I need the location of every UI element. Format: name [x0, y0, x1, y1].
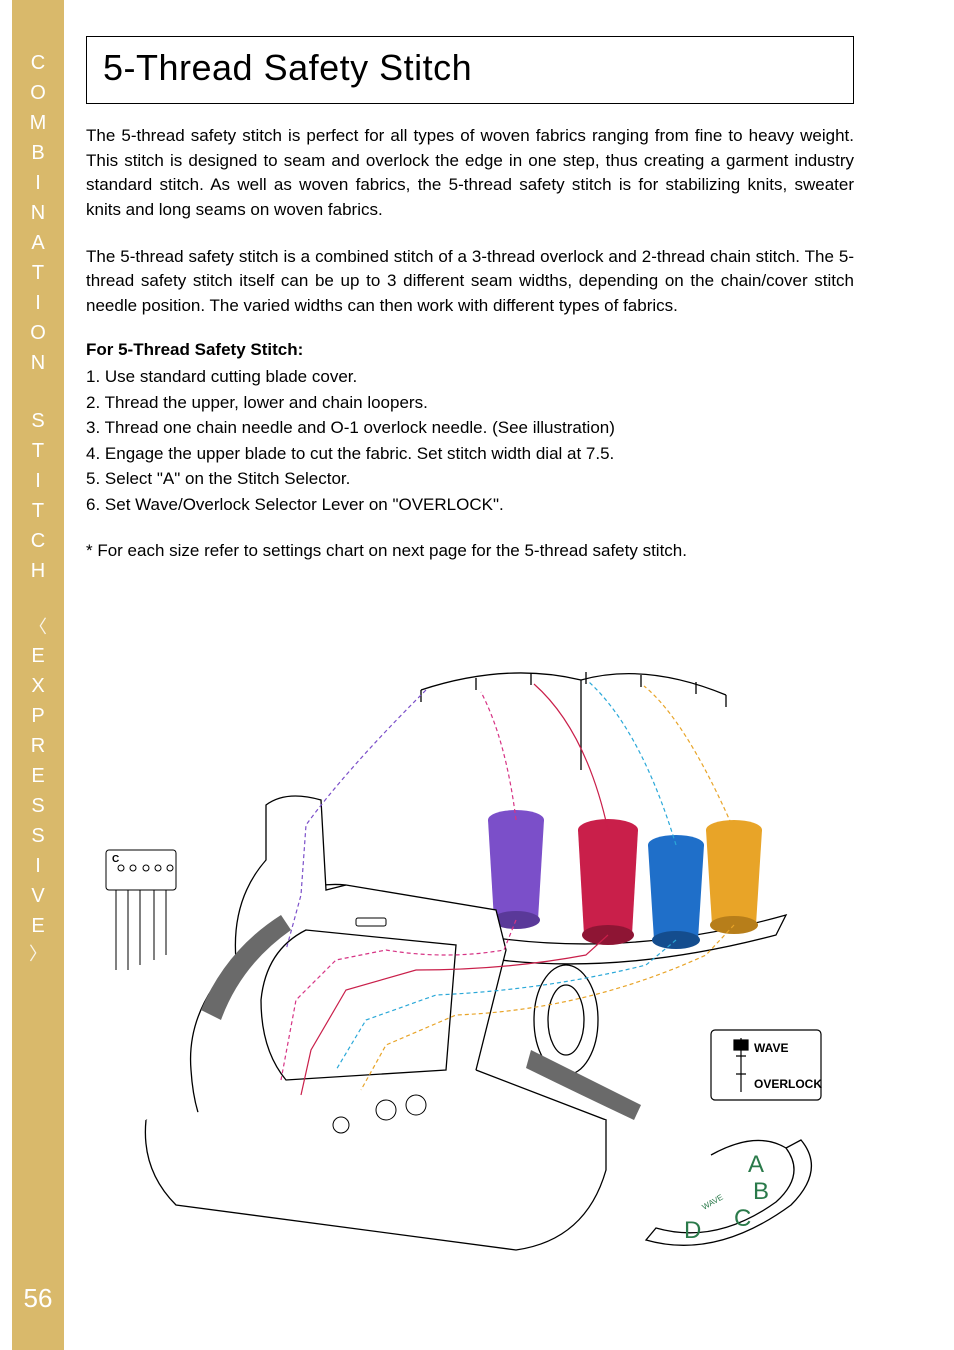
sidebar-letter: H [31, 556, 45, 586]
sidebar-letter: N [31, 348, 45, 378]
spool-orange [706, 820, 762, 934]
sidebar-letter: C [31, 526, 45, 556]
sidebar-letter: I [35, 168, 41, 198]
label-wave: WAVE [754, 1041, 788, 1055]
sidebar-letter: M [30, 108, 47, 138]
instruction-step: 2. Thread the upper, lower and chain loo… [86, 390, 854, 416]
chevron-open-icon: 〈 [29, 614, 47, 641]
dial-letter-d: D [684, 1217, 701, 1244]
sidebar-letter: O [30, 78, 46, 108]
sidebar-letter: A [31, 228, 44, 258]
needle-label-c: C [112, 854, 119, 865]
sidebar-letter: I [35, 851, 41, 881]
sidebar-letter: E [31, 911, 44, 941]
instruction-step: 3. Thread one chain needle and O-1 overl… [86, 415, 854, 441]
instruction-step: 6. Set Wave/Overlock Selector Lever on "… [86, 492, 854, 518]
chevron-close-icon: 〉 [29, 941, 47, 968]
sidebar-tab: C O M B I N A T I O N S T I T C H 〈 E X … [12, 0, 64, 1350]
sidebar-letter: I [35, 288, 41, 318]
sidebar-letter: R [31, 731, 45, 761]
instructions-list: 1. Use standard cutting blade cover. 2. … [86, 364, 854, 517]
sidebar-letter: V [31, 881, 44, 911]
spool-red [578, 819, 638, 945]
label-overlock: OVERLOCK [754, 1077, 822, 1091]
sidebar-letter: P [31, 701, 44, 731]
sidebar-letter: B [31, 138, 44, 168]
instruction-step: 5. Select "A" on the Stitch Selector. [86, 466, 854, 492]
intro-paragraph-2: The 5-thread safety stitch is a combined… [86, 245, 854, 319]
page-title: 5-Thread Safety Stitch [103, 47, 837, 89]
sidebar-letter: E [31, 641, 44, 671]
footnote: * For each size refer to settings chart … [86, 539, 854, 564]
title-box: 5-Thread Safety Stitch [86, 36, 854, 104]
sidebar-letter: O [30, 318, 46, 348]
sidebar-letter: N [31, 198, 45, 228]
page-number: 56 [12, 1283, 64, 1314]
threading-diagram: C WAVE OVERLOCK A B C D WAVE [86, 650, 856, 1290]
spool-blue [648, 835, 704, 949]
instructions-heading: For 5-Thread Safety Stitch: [86, 340, 854, 360]
instruction-step: 1. Use standard cutting blade cover. [86, 364, 854, 390]
sidebar-letter: S [31, 821, 44, 851]
sidebar-letter: S [31, 406, 44, 436]
sidebar-letter: T [32, 258, 44, 288]
sidebar-letter: S [31, 791, 44, 821]
sidebar-letter: X [31, 671, 44, 701]
page-content: 5-Thread Safety Stitch The 5-thread safe… [86, 36, 854, 564]
sidebar-letter: T [32, 496, 44, 526]
sidebar-letter: T [32, 436, 44, 466]
sidebar-letter: C [31, 48, 45, 78]
dial-letter-a: A [748, 1151, 764, 1178]
intro-paragraph-1: The 5-thread safety stitch is perfect fo… [86, 124, 854, 223]
sidebar-letter: E [31, 761, 44, 791]
instruction-step: 4. Engage the upper blade to cut the fab… [86, 441, 854, 467]
sidebar-letter: I [35, 466, 41, 496]
dial-wave-small: WAVE [701, 1193, 725, 1212]
dial-letter-c: C [734, 1205, 751, 1232]
dial-letter-b: B [753, 1178, 769, 1205]
